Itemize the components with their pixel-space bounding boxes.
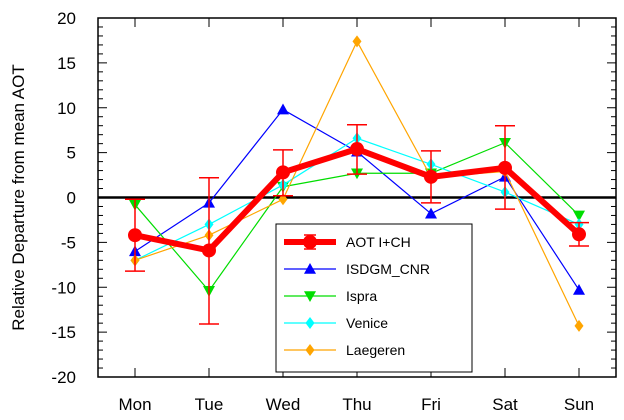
y-axis-title: Relative Departure from mean AOT [9, 64, 28, 330]
axes: -20 -15 -10 -5 0 5 10 15 20 Mon Tue Wed Thu Fri Sat Sun… [9, 9, 617, 414]
legend-marker [305, 317, 315, 329]
y-tick-label: 0 [67, 189, 76, 208]
series-aot-i-ch [125, 124, 589, 325]
y-tick-label: 20 [57, 9, 76, 28]
x-tick-label: Fri [421, 395, 441, 414]
x-tick-label: Sat [492, 395, 518, 414]
legend-marker [305, 344, 315, 356]
y-tick-label: 10 [57, 99, 76, 118]
legend-item-aot-i-ch: AOT I+CH [284, 234, 411, 250]
legend-marker [303, 235, 317, 249]
legend-label: Ispra [346, 288, 377, 304]
legend-marker [304, 263, 316, 274]
legend-item-venice: Venice [284, 315, 388, 331]
legend-label: Venice [346, 315, 388, 331]
data-point [276, 165, 290, 180]
legend-marker [304, 291, 316, 302]
data-point [424, 169, 438, 184]
legend: AOT I+CH ISDGM_CNR Ispra Venice Laegeren [275, 223, 473, 373]
x-tick-label: Sun [564, 395, 594, 414]
legend-item-laegeren: Laegeren [284, 342, 405, 358]
legend-item-ispra: Ispra [284, 288, 377, 304]
y-tick-label: -15 [51, 323, 76, 342]
x-tick-label: Thu [342, 395, 371, 414]
legend-item-isdgm-cnr: ISDGM_CNR [284, 261, 430, 277]
data-point [498, 160, 512, 175]
data-point [573, 210, 585, 222]
data-point [572, 227, 586, 242]
x-tick-label: Wed [266, 395, 301, 414]
data-point [277, 103, 289, 115]
x-tick-label: Tue [195, 395, 224, 414]
data-point [425, 207, 437, 219]
series-layer [125, 35, 589, 332]
data-point [352, 35, 362, 48]
data-point [573, 283, 585, 295]
y-tick-label: -5 [61, 233, 76, 252]
data-point [202, 243, 216, 258]
legend-label: AOT I+CH [346, 234, 411, 250]
data-point [350, 142, 364, 157]
data-point [574, 319, 584, 332]
x-tick-label: Mon [118, 395, 151, 414]
y-tick-label: 5 [67, 144, 76, 163]
data-point [128, 228, 142, 243]
y-tick-label: -10 [51, 278, 76, 297]
y-tick-label: 15 [57, 54, 76, 73]
y-tick-label: -20 [51, 368, 76, 387]
legend-label: ISDGM_CNR [346, 261, 430, 277]
legend-label: Laegeren [346, 342, 405, 358]
